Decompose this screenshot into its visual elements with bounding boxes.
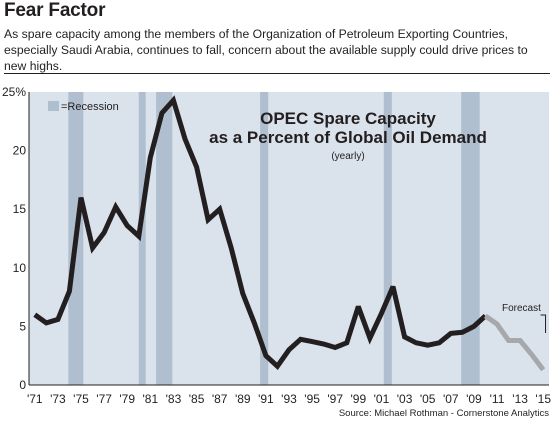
- actual-series-line: [33, 95, 488, 370]
- forecast-annotation: Forecast: [502, 303, 547, 333]
- x-tick-label: '93: [281, 392, 297, 406]
- legend-recession-swatch: [48, 101, 59, 111]
- x-tick-label: '95: [304, 392, 320, 406]
- x-tick-label: '83: [166, 392, 182, 406]
- tick-labels: 0 5 10 15 20 25% '71 '73 '75 '77 '79 '81 '83 '85 '87 '8…: [2, 85, 551, 406]
- x-tick-label: '01: [374, 392, 390, 406]
- x-tick-label: '75: [73, 392, 89, 406]
- chart-title: OPEC Spare Capacity: [260, 109, 436, 128]
- x-tick-label: '03: [397, 392, 413, 406]
- y-tick-label: 10: [13, 261, 27, 275]
- forecast-series-line: [483, 313, 546, 372]
- recession-band: [138, 92, 146, 385]
- x-tick-label: '73: [50, 392, 66, 406]
- x-tick-label: '81: [143, 392, 159, 406]
- recession-band: [260, 92, 269, 385]
- x-tick-label: '79: [119, 392, 135, 406]
- headline: Fear Factor: [4, 0, 106, 21]
- forecast-label: Forecast: [502, 303, 541, 314]
- deck-text: As spare capacity among the members of t…: [4, 27, 528, 73]
- legend-recession-label: =Recession: [61, 101, 119, 113]
- chart-title-block: OPEC Spare Capacity as a Percent of Glob…: [209, 109, 487, 162]
- forecast-bracket: [540, 314, 547, 333]
- chart-title-line2: as a Percent of Global Oil Demand: [209, 128, 487, 147]
- x-tick-label: '09: [466, 392, 482, 406]
- series-lines: [33, 95, 546, 372]
- x-tick-label: '89: [235, 392, 251, 406]
- y-tick-label: 5: [19, 319, 26, 333]
- x-tick-label: '77: [96, 392, 112, 406]
- x-tick-label: '71: [27, 392, 43, 406]
- header-rule: [4, 73, 550, 74]
- x-tick-label: '07: [443, 392, 459, 406]
- x-tick-label: '05: [420, 392, 436, 406]
- x-tick-label: '11: [490, 392, 505, 406]
- x-tick-label: '15: [535, 392, 551, 406]
- x-tick-label: '13: [512, 392, 528, 406]
- legend: =Recession: [48, 101, 119, 113]
- x-tick-label: '97: [327, 392, 343, 406]
- source-note: Source: Michael Rothman - Cornerstone An…: [339, 408, 549, 419]
- x-tick-label: '91: [258, 392, 274, 406]
- y-tick-label: 0: [19, 378, 26, 392]
- axes: [28, 92, 549, 386]
- y-tick-label: 15: [13, 202, 27, 216]
- y-tick-label: 25%: [2, 85, 26, 99]
- y-tick-label: 20: [13, 144, 27, 158]
- recession-band: [461, 92, 480, 385]
- recession-band: [156, 92, 173, 385]
- x-tick-label: '85: [189, 392, 205, 406]
- chart-subtitle: (yearly): [331, 151, 364, 162]
- x-tick-label: '99: [351, 392, 367, 406]
- recession-band: [383, 92, 392, 385]
- x-tick-label: '87: [212, 392, 228, 406]
